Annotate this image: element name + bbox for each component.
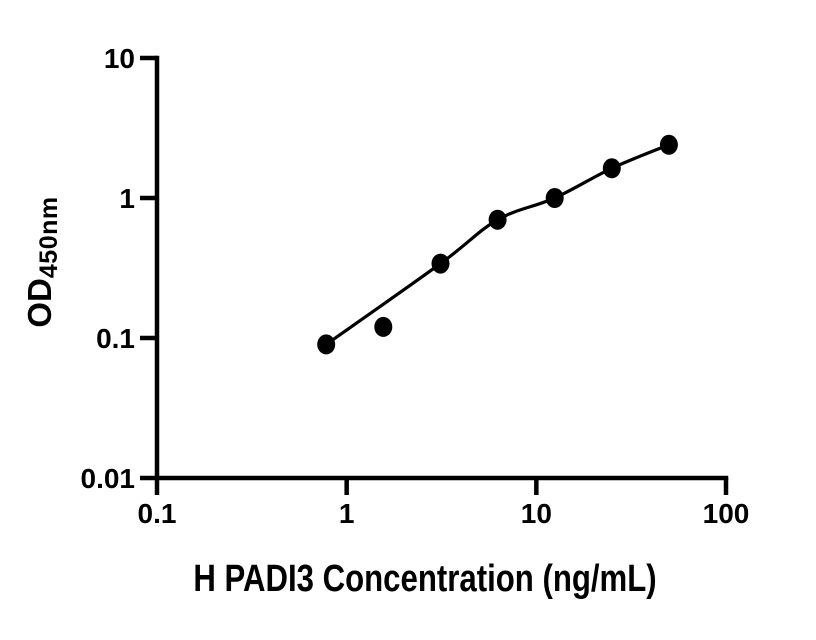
- x-axis-title: H PADI3 Concentration (ng/mL): [193, 558, 657, 600]
- data-point: [317, 334, 336, 355]
- y-tick-label: 0.01: [81, 463, 136, 494]
- y-tick-label: 1: [119, 183, 135, 214]
- y-tick-label: 0.1: [96, 323, 135, 354]
- data-point: [545, 188, 564, 208]
- data-point: [602, 158, 621, 179]
- y-axis-title-subscript: 450nm: [35, 196, 63, 279]
- data-point: [374, 316, 393, 337]
- x-tick-label: 100: [703, 498, 750, 529]
- x-tick-label: 0.1: [138, 498, 177, 529]
- x-tick-label: 10: [521, 498, 552, 529]
- y-axis-title-main: OD: [21, 278, 58, 328]
- y-axis-title: OD450nm: [18, 142, 63, 382]
- data-point: [488, 209, 507, 230]
- x-tick-label: 1: [339, 498, 355, 529]
- data-point: [659, 134, 678, 155]
- y-tick-label: 10: [104, 43, 135, 74]
- data-point: [431, 253, 450, 274]
